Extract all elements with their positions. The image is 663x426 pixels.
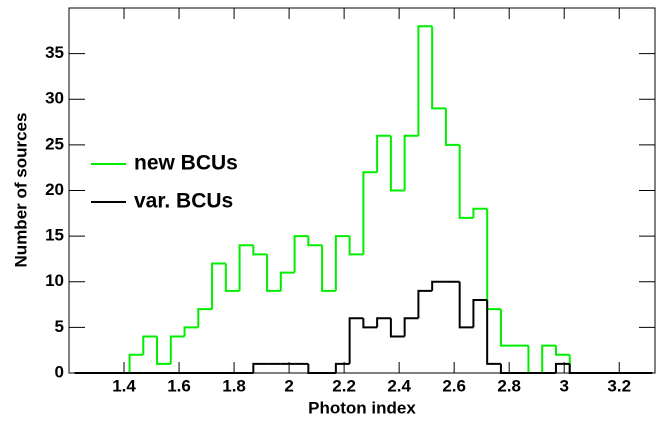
histogram-bin — [279, 271, 295, 291]
histogram-bin — [486, 208, 501, 311]
histogram-bin — [431, 26, 446, 110]
histogram-bin — [334, 362, 350, 373]
histogram-bin — [403, 134, 419, 191]
histogram-bin — [389, 318, 405, 338]
x-tick-label: 3.2 — [607, 376, 631, 395]
y-tick-label: 35 — [45, 43, 64, 62]
histogram-bin — [334, 235, 350, 291]
histogram-bin — [321, 245, 336, 292]
y-tick-label: 0 — [55, 362, 64, 381]
histogram-bin — [527, 345, 543, 374]
histogram-bin — [362, 318, 378, 329]
y-tick-label: 15 — [45, 226, 64, 245]
x-tick-label: 3 — [559, 376, 568, 395]
x-tick-label: 2.8 — [497, 376, 521, 395]
histogram-bin — [389, 135, 405, 192]
histogram-bin — [417, 289, 433, 319]
x-tick-label: 2.6 — [442, 376, 466, 395]
x-tick-label: 2.4 — [387, 376, 411, 395]
legend-label: var. BCUs — [134, 190, 233, 213]
histogram-bin — [376, 134, 391, 173]
histogram-bin — [197, 308, 213, 328]
histogram-bin — [499, 363, 515, 374]
y-tick-label: 25 — [45, 134, 64, 153]
histogram-bin — [211, 262, 226, 310]
x-tick-label: 1.4 — [112, 376, 136, 395]
x-tick-label: 1.6 — [167, 376, 191, 395]
histogram-bin — [293, 235, 309, 273]
histogram-bin — [142, 335, 158, 355]
histogram-bin — [362, 171, 378, 255]
y-axis-label: Number of sources — [11, 113, 30, 268]
histogram-bin — [376, 317, 391, 328]
histogram-bin — [156, 336, 171, 365]
histogram-bin — [128, 353, 144, 373]
histogram-bin — [458, 144, 474, 219]
histogram-bin — [554, 362, 570, 373]
y-tick-label: 10 — [45, 271, 64, 290]
histogram-bin — [568, 363, 584, 374]
histogram-bin — [554, 345, 570, 356]
histogram-bin — [224, 263, 240, 292]
histogram-bin — [417, 25, 433, 136]
y-tick-label: 20 — [45, 180, 64, 199]
histogram-bin — [238, 244, 254, 291]
x-tick-label: 2 — [284, 376, 293, 395]
x-tick-label: 2.2 — [332, 376, 356, 395]
histogram-bin — [541, 344, 556, 373]
histogram-bin — [472, 299, 488, 328]
histogram-bin — [458, 281, 474, 329]
histogram-bin — [472, 207, 488, 218]
histogram-bin — [486, 300, 501, 365]
histogram-bin — [568, 354, 584, 374]
histogram-bin — [348, 236, 364, 256]
histogram-bin — [252, 362, 268, 373]
histogram-bin — [444, 108, 460, 146]
x-tick-label: 1.8 — [222, 376, 246, 395]
y-tick-label: 30 — [45, 89, 64, 108]
histogram-bin — [403, 317, 419, 337]
histogram-bin — [252, 245, 268, 256]
legend-label: new BCUs — [134, 152, 238, 175]
histogram-bin — [183, 326, 199, 337]
histogram-bin — [431, 280, 446, 291]
histogram-bin — [307, 363, 323, 374]
histogram-bin — [307, 236, 323, 247]
histogram-bin — [348, 317, 364, 364]
x-axis-label: Photon index — [308, 398, 416, 417]
histogram-bin — [499, 309, 515, 347]
histogram-bin — [169, 335, 185, 364]
histogram-bin — [266, 254, 281, 292]
y-tick-label: 5 — [55, 317, 64, 336]
